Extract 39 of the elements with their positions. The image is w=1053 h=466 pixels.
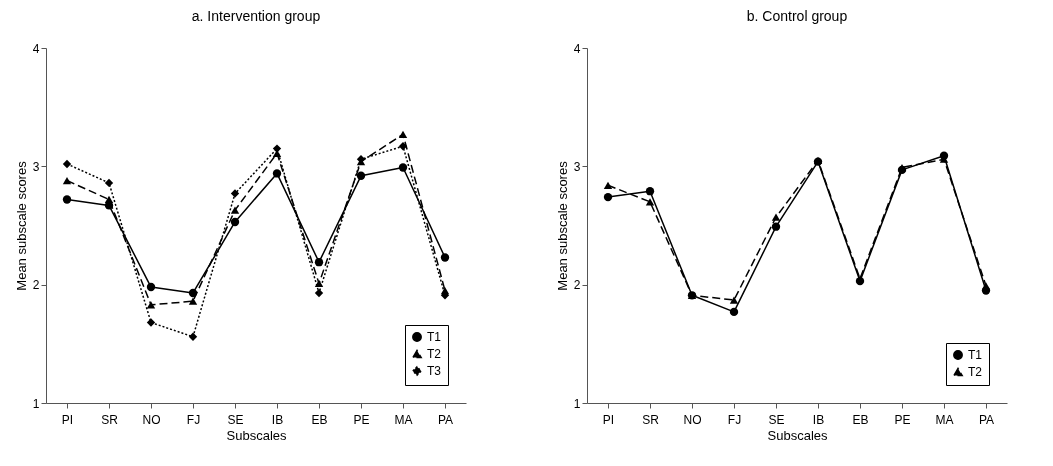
y-tick-label: 3 <box>32 159 40 174</box>
x-axis-title: Subscales <box>767 427 828 443</box>
x-tick-label: SE <box>227 412 244 427</box>
legend-label: T1 <box>968 348 983 362</box>
x-tick-label: MA <box>935 412 954 427</box>
x-tick-label: SR <box>642 412 660 427</box>
y-tick-label: 2 <box>32 278 40 293</box>
legend-label: T1 <box>427 330 442 344</box>
y-tick-label: 4 <box>573 41 581 56</box>
x-axis-title: Subscales <box>226 427 287 443</box>
chart-title: b. Control group <box>746 8 848 24</box>
x-tick-label: PA <box>437 412 454 427</box>
x-tick-label: IB <box>812 412 825 427</box>
y-axis-title: Mean subscale scores <box>554 160 570 291</box>
chart-title: a. Intervention group <box>191 8 321 24</box>
x-tick-label: IB <box>271 412 284 427</box>
x-tick-label: EB <box>311 412 328 427</box>
x-tick-label: PE <box>353 412 370 427</box>
legend-label: T2 <box>427 347 442 361</box>
y-tick-label: 1 <box>573 396 581 411</box>
x-tick-label: EB <box>852 412 869 427</box>
x-tick-label: NO <box>142 412 161 427</box>
y-tick-label: 4 <box>32 41 40 56</box>
x-tick-label: PA <box>978 412 995 427</box>
x-tick-label: NO <box>683 412 702 427</box>
x-tick-label: PI <box>61 412 74 427</box>
x-tick-label: FJ <box>727 412 742 427</box>
x-tick-label: FJ <box>186 412 201 427</box>
x-tick-label: SE <box>768 412 785 427</box>
legend-label: T2 <box>968 365 983 379</box>
y-axis-title: Mean subscale scores <box>13 160 29 291</box>
x-tick-label: SR <box>101 412 119 427</box>
x-tick-label: PE <box>894 412 911 427</box>
y-tick-label: 2 <box>573 278 581 293</box>
legend-label: T3 <box>427 364 442 378</box>
y-tick-label: 1 <box>32 396 40 411</box>
x-tick-label: MA <box>394 412 413 427</box>
y-tick-label: 3 <box>573 159 581 174</box>
x-tick-label: PI <box>602 412 615 427</box>
